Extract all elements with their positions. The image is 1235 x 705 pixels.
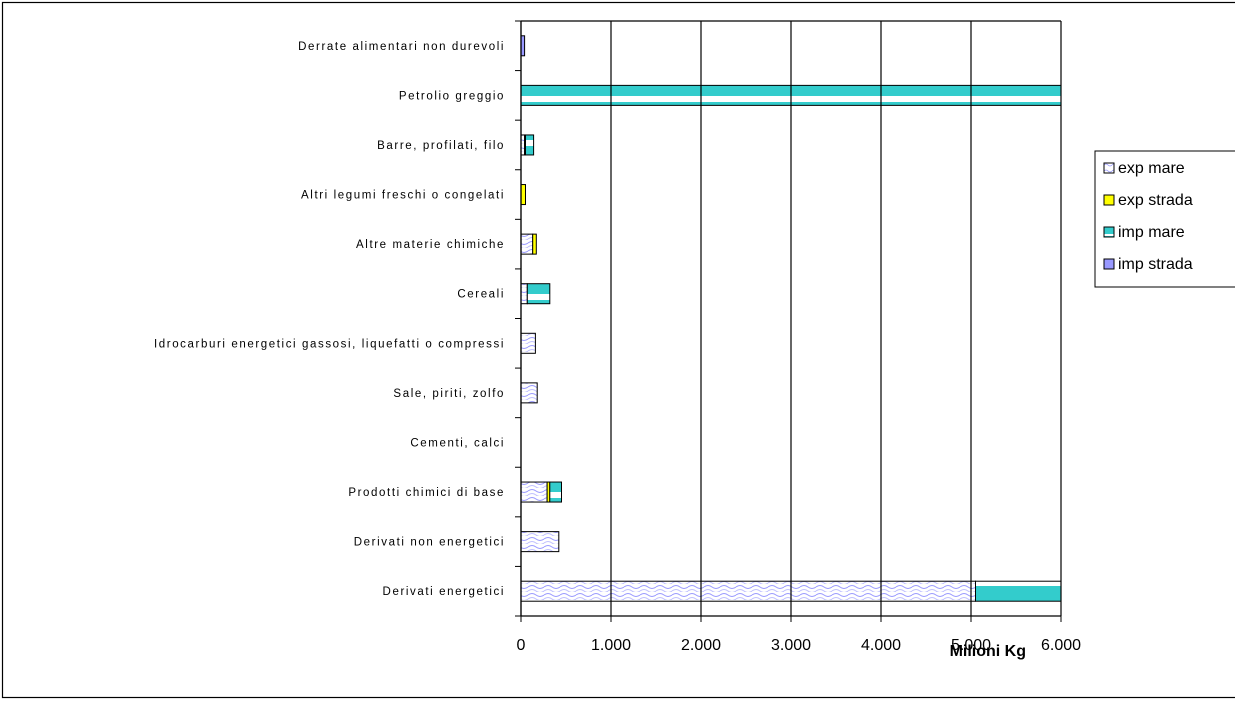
bar-exp-strada — [533, 234, 537, 254]
x-tick-label: 0 — [517, 637, 526, 654]
legend-label: imp strada — [1118, 256, 1193, 273]
x-tick-label: 4.000 — [861, 637, 901, 654]
x-tick-label: 1.000 — [591, 637, 631, 654]
legend-swatch — [1104, 163, 1114, 173]
bar-exp-mare — [521, 383, 537, 403]
x-tick-label: 3.000 — [771, 637, 811, 654]
legend-label: imp mare — [1118, 224, 1185, 241]
bar-exp-mare — [521, 532, 559, 552]
bar-exp-mare — [521, 284, 527, 304]
x-axis-title: Milioni Kg — [950, 643, 1026, 660]
y-category-label: Petrolio greggio — [399, 90, 505, 102]
x-tick-label: 6.000 — [1041, 637, 1081, 654]
y-category-label: Cementi, calci — [410, 437, 505, 449]
legend-swatch — [1104, 195, 1114, 205]
bar-exp-mare — [521, 482, 547, 502]
bar-imp-mare — [550, 482, 562, 502]
bar-imp-mare — [527, 284, 550, 304]
bar-exp-mare — [521, 234, 533, 254]
bar-exp-mare — [521, 581, 976, 601]
legend-label: exp mare — [1118, 160, 1185, 177]
x-tick-label: 2.000 — [681, 637, 721, 654]
legend-label: exp strada — [1118, 192, 1193, 209]
y-category-label: Prodotti chimici di base — [348, 487, 505, 499]
y-category-label: Sale, piriti, zolfo — [393, 388, 505, 400]
bar-imp-mare — [976, 581, 1062, 601]
y-category-label: Altre materie chimiche — [356, 239, 505, 251]
y-category-label: Cereali — [457, 289, 505, 301]
legend-swatch — [1104, 259, 1114, 269]
bar-exp-strada — [521, 185, 526, 205]
y-category-label: Altri legumi freschi o congelati — [301, 190, 505, 202]
y-category-label: Derivati non energetici — [354, 537, 505, 549]
y-category-label: Derivati energetici — [383, 586, 505, 598]
legend-swatch — [1104, 227, 1114, 237]
y-category-label: Idrocarburi energetici gassosi, liquefat… — [154, 338, 505, 350]
y-category-label: Barre, profilati, filo — [377, 140, 505, 152]
bar-imp-mare — [526, 135, 534, 155]
y-category-label: Derrate alimentari non durevoli — [298, 41, 505, 53]
bar-exp-mare — [521, 333, 535, 353]
